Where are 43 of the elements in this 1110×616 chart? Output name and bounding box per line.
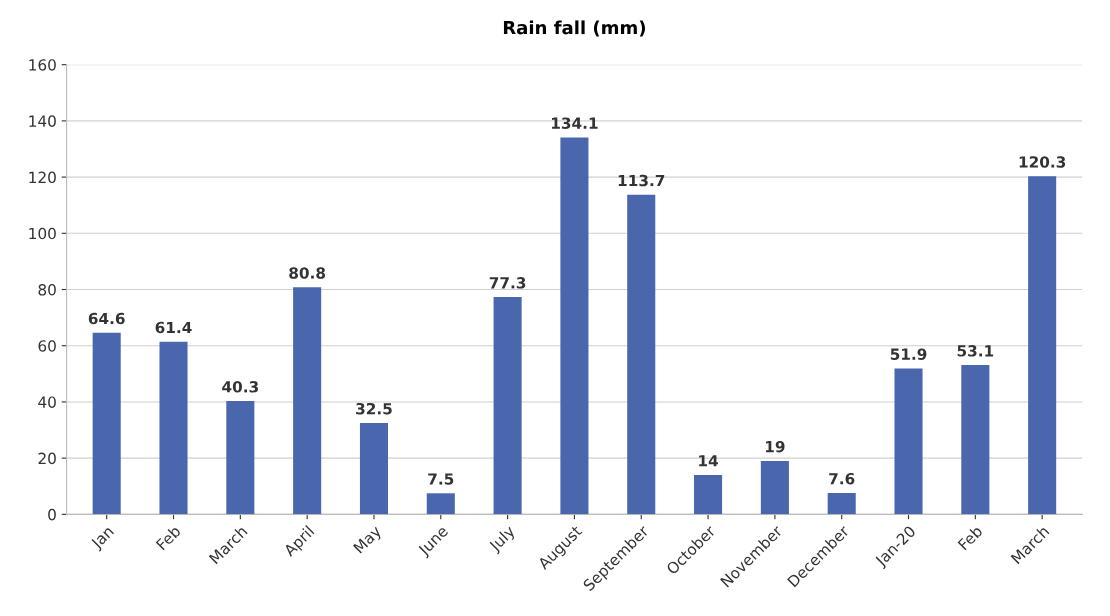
chart-title: Rain fall (mm) [503, 20, 645, 37]
data-label: 64.6 [88, 312, 125, 325]
y-tick-label: 120 [29, 171, 56, 184]
y-tick-label: 20 [38, 452, 56, 465]
bar [92, 332, 121, 515]
y-tick-label: 0 [48, 508, 56, 521]
y-tick-label: 140 [29, 115, 56, 127]
bar [159, 341, 188, 515]
data-label: 120.3 [1019, 156, 1066, 168]
bar [293, 287, 322, 515]
y-tick-label: 60 [38, 340, 56, 352]
bar [894, 368, 923, 515]
y-tick-label: 100 [29, 227, 56, 240]
bar [426, 493, 455, 515]
data-label: 113.7 [618, 174, 665, 187]
y-tick-label: 40 [38, 396, 56, 408]
bar [359, 423, 388, 515]
x-tick-label: Jan [89, 525, 117, 552]
bar [961, 365, 990, 515]
bar [560, 137, 589, 515]
data-label: 51.9 [890, 348, 927, 360]
bar [627, 194, 656, 515]
bar [1028, 176, 1057, 515]
data-label: 134.1 [551, 117, 598, 129]
bar [694, 475, 723, 515]
bar [760, 460, 789, 515]
bar [827, 493, 856, 515]
bar [226, 401, 255, 515]
data-label: 53.1 [957, 345, 994, 357]
data-label: 77.3 [489, 277, 526, 289]
data-label: 61.4 [155, 321, 192, 334]
data-label: 19 [765, 440, 785, 453]
bar [493, 297, 522, 515]
data-label: 32.5 [356, 402, 392, 415]
x-tick-label: Feb [155, 524, 182, 551]
data-label: 40.3 [222, 381, 258, 393]
data-label: 14 [699, 455, 718, 467]
y-tick-label: 160 [29, 59, 56, 71]
x-tick-label: Feb [957, 524, 984, 551]
data-label: 7.6 [829, 472, 855, 485]
data-label: 7.5 [428, 473, 454, 485]
data-label: 80.8 [289, 267, 326, 279]
y-tick-label: 80 [38, 283, 56, 296]
